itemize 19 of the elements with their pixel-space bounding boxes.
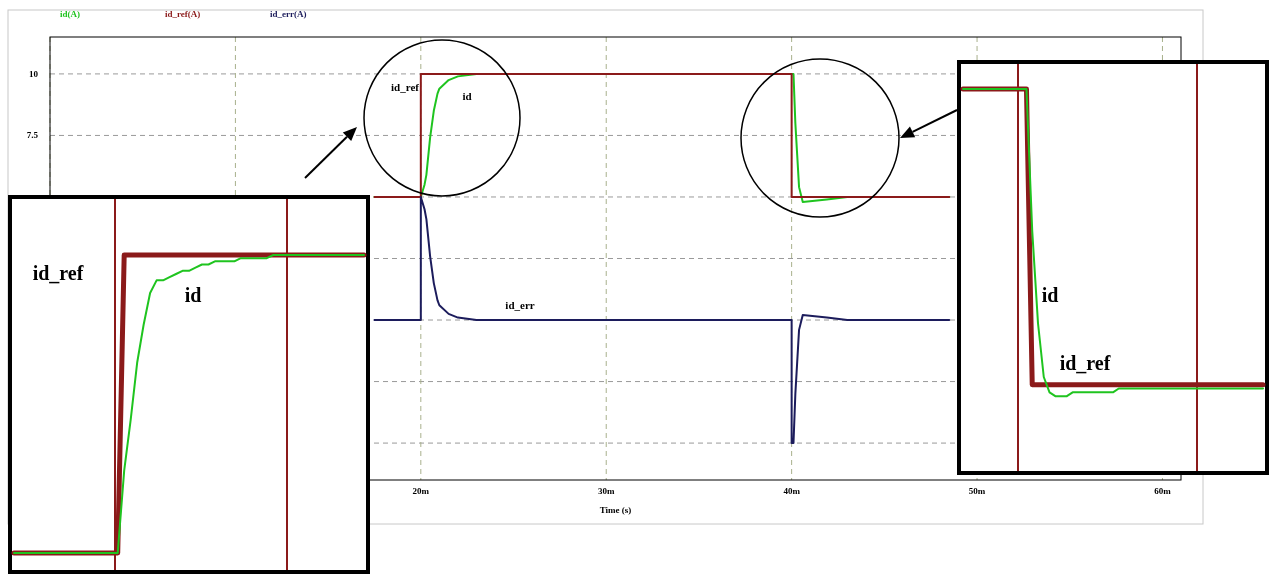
y-tick-label: 10	[29, 68, 39, 79]
annotation: id	[1041, 283, 1059, 306]
annotation: id_err	[505, 298, 535, 311]
annotation: id	[462, 89, 472, 102]
annotation: id_ref	[391, 80, 420, 93]
annotation: id	[184, 283, 202, 306]
text: id_err(A)	[270, 9, 307, 19]
line-series	[373, 195, 951, 445]
text: id_ref(A)	[165, 9, 201, 19]
x-tick-label: 40m	[783, 486, 801, 496]
x-tick-label: 50m	[968, 486, 986, 496]
x-tick-label: 60m	[1154, 486, 1172, 496]
annotation: id_ref	[32, 261, 84, 284]
y-tick-label: 7.5	[26, 130, 39, 141]
x-axis-title: Time (s)	[599, 505, 632, 515]
annotation: id_ref	[1059, 351, 1111, 374]
text: id(A)	[60, 9, 80, 19]
x-tick-label: 20m	[412, 486, 430, 496]
x-tick-label: 30m	[597, 486, 615, 496]
